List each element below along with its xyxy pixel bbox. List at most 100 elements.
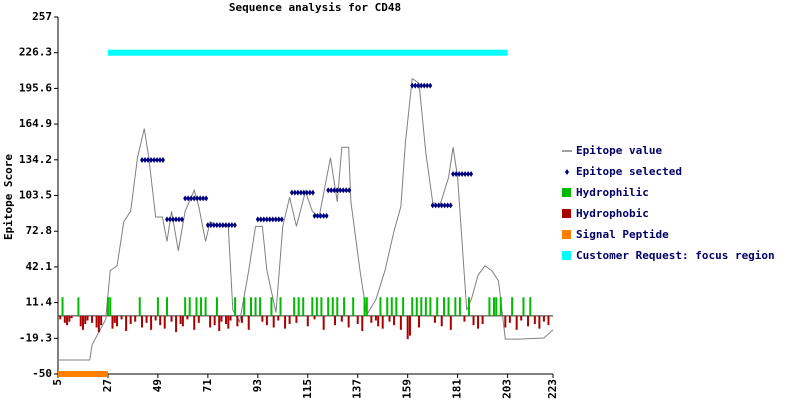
- bar: [279, 297, 282, 316]
- bar: [488, 297, 491, 316]
- bar: [81, 315, 84, 330]
- bar: [477, 315, 480, 329]
- x-tick-label: 93: [251, 379, 264, 392]
- bar: [91, 315, 94, 323]
- bar: [420, 297, 423, 316]
- bar: [84, 315, 87, 324]
- epitope-selected: [164, 216, 184, 223]
- bar: [311, 297, 314, 316]
- bar: [218, 315, 221, 331]
- bar: [145, 315, 148, 323]
- bar: [265, 315, 268, 326]
- bar: [331, 297, 334, 316]
- legend-label: Epitope value: [576, 144, 662, 157]
- bar: [449, 315, 452, 330]
- bar: [63, 315, 66, 323]
- bar: [59, 315, 62, 320]
- bar: [113, 315, 116, 323]
- x-tick-label: 203: [501, 379, 514, 399]
- bar: [313, 315, 316, 320]
- legend-marker: [562, 209, 571, 218]
- x-tick-label: 71: [201, 379, 214, 393]
- epitope-selected: [312, 212, 329, 219]
- legend-marker: [562, 188, 571, 197]
- bar: [415, 297, 418, 316]
- bar: [447, 297, 450, 316]
- bar: [120, 315, 123, 320]
- bar: [234, 297, 237, 316]
- bar: [186, 315, 189, 320]
- bar: [458, 297, 461, 316]
- bar: [547, 315, 550, 326]
- bar: [533, 315, 536, 324]
- bar: [411, 297, 414, 316]
- bar: [86, 315, 89, 321]
- bar: [522, 297, 525, 316]
- epitope-selected: [183, 195, 209, 202]
- bar: [254, 297, 257, 316]
- bar: [70, 315, 73, 319]
- bar: [236, 315, 239, 327]
- bar: [184, 297, 187, 316]
- bar: [193, 315, 196, 330]
- y-tick-label: 103.5: [19, 189, 52, 202]
- x-tick-label: 49: [151, 379, 164, 392]
- bar: [79, 315, 82, 327]
- bar: [495, 297, 498, 316]
- bar: [154, 315, 157, 321]
- bar: [402, 297, 405, 316]
- bar: [181, 315, 184, 327]
- y-tick-label: -50: [32, 367, 52, 380]
- bar: [297, 297, 300, 316]
- bar: [159, 315, 162, 326]
- bar: [111, 315, 114, 329]
- bar: [327, 297, 330, 316]
- bar: [200, 297, 203, 316]
- bar: [270, 297, 273, 316]
- bar: [388, 315, 391, 322]
- bar: [406, 315, 409, 340]
- x-tick-label: 5: [51, 379, 64, 386]
- bar: [204, 297, 207, 316]
- bar: [197, 315, 200, 323]
- bar: [215, 297, 218, 316]
- bar: [288, 315, 291, 324]
- epitope-selected: [430, 202, 453, 209]
- y-tick-label: 257: [32, 10, 52, 23]
- bar: [504, 315, 507, 328]
- bar: [374, 315, 377, 321]
- bar: [515, 315, 518, 330]
- y-tick-label: 195.6: [19, 81, 52, 94]
- bar: [134, 315, 137, 322]
- bar: [175, 315, 178, 333]
- bar: [150, 315, 153, 330]
- bar: [220, 315, 223, 322]
- bar: [106, 297, 109, 316]
- bar: [100, 315, 103, 326]
- bar: [209, 315, 212, 328]
- y-tick-label: 72.8: [26, 224, 53, 237]
- bar: [240, 315, 243, 323]
- bar: [272, 315, 275, 328]
- bar: [68, 315, 71, 322]
- bar: [390, 297, 393, 316]
- bar: [334, 315, 337, 326]
- bar: [261, 315, 264, 322]
- bar: [322, 315, 325, 330]
- bar: [336, 297, 339, 316]
- legend-marker: [562, 230, 571, 239]
- x-tick-label: 223: [546, 379, 559, 399]
- y-tick-label: 11.4: [26, 296, 53, 309]
- y-tick-label: 226.3: [19, 46, 52, 59]
- bar: [125, 315, 128, 331]
- legend-label: Customer Request: focus region: [576, 249, 775, 262]
- legend-label: Signal Peptide: [576, 228, 669, 241]
- bar: [227, 315, 230, 329]
- bar: [399, 315, 402, 330]
- bar: [293, 297, 296, 316]
- y-tick-label: 134.2: [19, 153, 52, 166]
- bar: [277, 315, 280, 321]
- bar: [508, 315, 511, 323]
- bar: [109, 297, 112, 316]
- legend-marker: [565, 169, 569, 175]
